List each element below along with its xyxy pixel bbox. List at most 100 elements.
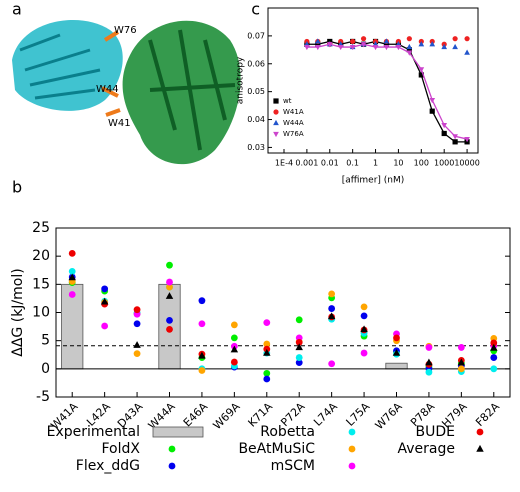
point [452,36,458,42]
point [360,349,368,357]
point [263,340,271,348]
point [429,97,436,104]
affimer-cartoon [12,20,123,111]
point [230,358,238,366]
point [457,358,466,366]
legend-marker [168,462,176,470]
point [464,49,470,55]
point [166,278,173,286]
point [425,368,433,376]
legend-marker [348,462,356,470]
point [360,36,367,42]
point [383,41,390,47]
point [230,345,239,353]
point [166,316,173,324]
point [383,38,390,44]
y-tick-label: 0.06 [247,59,265,68]
point [165,292,174,299]
y-tick-label: 0.03 [247,143,265,152]
legend-label: BUDE [416,424,455,440]
point [441,43,448,50]
point [328,305,336,312]
point [464,136,470,143]
y-tick-label: 5 [41,333,50,349]
point [304,44,310,51]
x-tick-label: 10 [393,159,403,168]
point [392,348,401,356]
legend-marker [152,426,204,438]
point [315,41,321,47]
point [263,375,271,383]
x-tick-label: 100 [414,159,429,168]
legend-label: Experimental [47,424,140,440]
legend-marker [476,428,484,436]
point [490,365,498,373]
plot-frame [55,227,511,398]
legend-marker [348,445,356,453]
point [360,325,368,333]
point [350,38,356,45]
point [452,43,458,50]
point [425,344,433,351]
x-tick-label: L75A [344,400,373,429]
point [441,123,448,129]
point [425,358,433,366]
legend-marker [273,109,279,115]
point [418,67,425,73]
point [372,44,379,51]
point [295,316,303,324]
point [198,297,206,305]
point [326,42,333,48]
point [360,303,368,311]
legend-label: W76A [283,130,304,138]
x-tick-label: L74A [311,400,340,429]
target-helices [148,29,236,151]
point [452,134,458,140]
residue-label: W76 [114,25,137,36]
point [198,351,206,359]
point [490,339,498,347]
point [295,338,303,346]
point [230,321,238,329]
point [230,334,238,342]
point [395,44,402,51]
point [263,369,271,377]
tryptophan-sticks [101,30,121,117]
x-tick-label: E46A [181,400,211,430]
point [133,306,141,314]
point [68,291,76,298]
legend-label: wt [283,97,292,105]
point [166,261,173,269]
point [198,320,206,328]
x-tick-label: 1E-4 [275,159,293,168]
legend-label: mSCM [271,458,315,474]
point [360,42,367,48]
point [166,326,173,333]
point [328,290,336,298]
point [68,249,76,257]
point [464,36,470,42]
x-tick-label: W76A [373,400,405,432]
panel-label: b [12,178,22,197]
point [441,130,447,137]
y-tick-label: 0 [41,361,50,377]
legend-label: BeAtMuSiC [238,441,315,457]
y-tick-label: 15 [32,276,50,292]
point [406,36,412,42]
y-tick-label: 25 [32,220,50,236]
point [295,354,303,361]
x-tick-label: F82A [473,400,502,429]
y-tick-label: -5 [36,389,50,405]
legend-label: FoldX [102,441,141,457]
legend-marker [273,131,279,138]
point [295,343,303,351]
y-tick-label: 20 [32,248,50,264]
point [68,267,76,275]
y-tick-label: 0.05 [247,87,265,96]
point [360,312,368,320]
point [457,365,465,373]
panel-label: c [251,0,260,19]
legend-marker [273,98,279,104]
panel-label: a [12,0,22,19]
